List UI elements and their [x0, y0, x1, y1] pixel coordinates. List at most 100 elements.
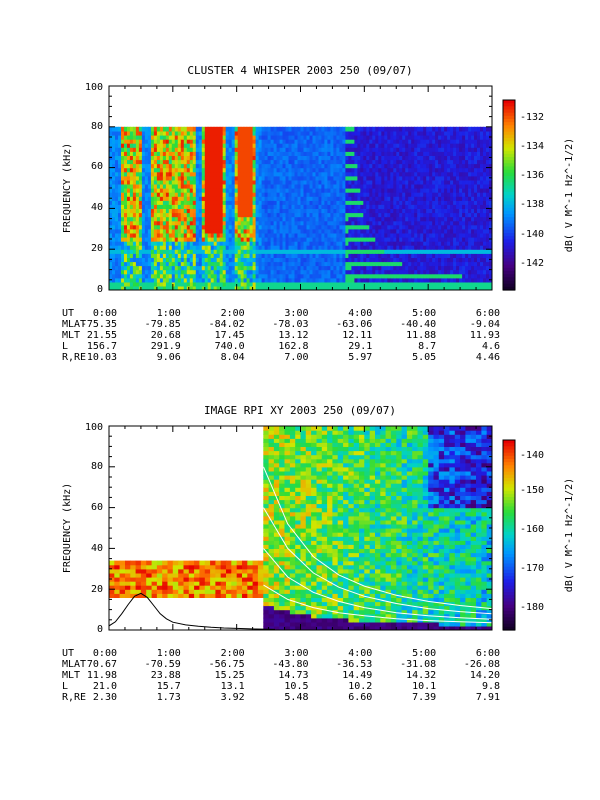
spectrogram-cell [345, 179, 349, 185]
spectrogram-cell [186, 143, 191, 148]
spectrogram-cell [438, 285, 442, 290]
spectrogram-cell [174, 179, 179, 185]
spectrogram-cell [459, 237, 463, 242]
spectrogram-cell [420, 147, 424, 152]
spectrogram-cell [411, 281, 415, 287]
spectrogram-cell [213, 277, 218, 283]
spectrogram-cell [207, 167, 212, 173]
spectrogram-cell [297, 192, 302, 197]
spectrogram-cell [115, 167, 119, 173]
spectrogram-cell [168, 192, 173, 197]
spectrogram-cell [444, 249, 448, 254]
spectrogram-cell [210, 237, 215, 242]
spectrogram-cell [204, 228, 209, 234]
spectrogram-cell [252, 265, 257, 271]
spectrogram-cell [222, 273, 227, 279]
spectrogram-cell [357, 171, 361, 177]
spectrogram-cell [462, 285, 466, 290]
spectrogram-cell [327, 163, 331, 169]
spectrogram-cell [109, 183, 113, 189]
spectrogram-cell [321, 257, 325, 263]
spectrogram-cell [339, 147, 343, 152]
spectrogram-cell [327, 261, 331, 267]
spectrogram-cell [339, 241, 343, 246]
spectrogram-cell [405, 159, 409, 165]
spectrogram-cell [121, 179, 125, 185]
spectrogram-cell [231, 224, 236, 230]
spectrogram-cell [357, 179, 361, 185]
spectrogram-cell [228, 135, 233, 140]
spectrogram-cell [372, 179, 376, 185]
spectrogram-cell [207, 277, 212, 283]
spectrogram-cell [231, 143, 236, 148]
spectrogram-cell [186, 281, 191, 287]
spectrogram-cell [216, 204, 221, 209]
spectrogram-cell [468, 241, 472, 246]
spectrogram-cell [177, 261, 182, 267]
spectrogram-cell [141, 232, 146, 238]
spectrogram-cell [387, 245, 391, 250]
spectrogram-cell [141, 175, 146, 181]
spectrogram-cell [414, 183, 418, 189]
spectrogram-cell [255, 285, 260, 290]
spectrogram-cell [360, 208, 364, 214]
spectrogram-cell [390, 179, 394, 185]
spectrogram-cell [417, 130, 421, 136]
spectrogram-cell [420, 253, 424, 258]
spectrogram-cell [144, 253, 149, 258]
spectrogram-cell [318, 216, 323, 222]
spectrogram-cell [450, 171, 454, 177]
spectrogram-cell [465, 188, 469, 193]
spectrogram-cell [174, 175, 179, 181]
spectrogram-cell [180, 216, 185, 222]
spectrogram-cell [342, 273, 346, 279]
spectrogram-cell [462, 253, 466, 258]
spectrogram-cell [477, 163, 481, 169]
spectrogram-cell [366, 188, 370, 193]
spectrogram-cell [138, 204, 143, 209]
spectrogram-cell [372, 151, 376, 156]
spectrogram-cell [115, 175, 119, 181]
spectrogram-cell [279, 179, 284, 185]
spectrogram-cell [408, 135, 412, 140]
spectrogram-cell [159, 273, 164, 279]
spectrogram-cell [174, 249, 179, 254]
spectrogram-cell [132, 167, 137, 173]
spectrogram-cell [150, 269, 155, 275]
spectrogram-cell [291, 147, 296, 152]
spectrogram-cell [201, 171, 206, 177]
spectrogram-cell [417, 253, 421, 258]
spectrogram-cell [417, 261, 421, 267]
spectrogram-cell [168, 281, 173, 287]
spectrogram-cell [171, 130, 176, 136]
spectrogram-cell [112, 261, 116, 267]
spectrogram-cell [369, 216, 373, 222]
spectrogram-cell [121, 135, 125, 140]
spectrogram-cell [432, 143, 436, 148]
spectrogram-cell [207, 237, 212, 242]
spectrogram-cell [231, 175, 236, 181]
spectrogram-cell [109, 249, 113, 254]
spectrogram-cell [276, 208, 281, 214]
spectrogram-cell [333, 167, 337, 173]
spectrogram-cell [267, 147, 272, 152]
spectrogram-cell [222, 241, 227, 246]
spectrogram-cell [195, 281, 200, 287]
spectrogram-cell [345, 253, 349, 258]
spectrogram-cell [288, 273, 293, 279]
spectrogram-cell [384, 245, 388, 250]
spectrogram-cell [180, 257, 185, 263]
spectrogram-cell [321, 220, 325, 226]
spectrogram-cell [372, 261, 376, 267]
spectrogram-cell [435, 273, 439, 279]
spectrogram-cell [258, 228, 263, 234]
spectrogram-cell [330, 196, 334, 201]
spectrogram-cell [177, 277, 182, 283]
spectrogram-cell [270, 281, 275, 287]
spectrogram-cell [216, 208, 221, 214]
spectrogram-cell [414, 257, 418, 263]
spectrogram-cell [195, 237, 200, 242]
spectrogram-cell [321, 204, 325, 209]
spectrogram-cell [159, 139, 164, 144]
spectrogram-cell [288, 241, 293, 246]
